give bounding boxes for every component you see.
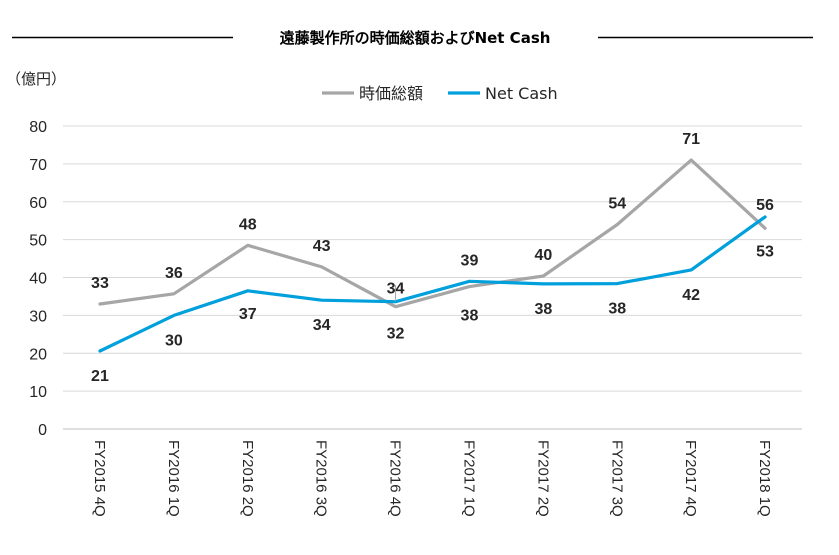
data-labels: 33 36 48 43 32 38 40 54 71 53 21 30 37 34 34 39 38 38 42 56 [91,131,774,385]
data-label: 34 [387,281,405,298]
x-tick-label: FY2017 1Q [460,440,477,517]
data-label: 42 [682,287,700,304]
chart-title-group: 遠藤製作所の時価総額およびNet Cash [12,29,813,47]
x-tick-label: FY2016 4Q [387,440,404,517]
data-label: 36 [165,265,183,282]
y-tick-label: 40 [29,271,47,288]
x-axis-ticks: FY2015 4Q FY2016 1Q FY2016 2Q FY2016 3Q FY20… [91,440,773,517]
data-label: 53 [756,243,774,260]
x-tick-label: FY2015 4Q [91,440,108,517]
y-tick-label: 20 [29,346,47,363]
data-label: 40 [534,247,552,264]
data-label: 39 [461,252,479,269]
data-label: 30 [165,332,183,349]
data-label: 34 [313,317,331,334]
y-tick-label: 60 [29,195,47,212]
legend-label: Net Cash [485,84,558,103]
data-label: 21 [91,368,109,385]
gridlines [63,125,802,430]
y-tick-label: 0 [38,422,47,439]
x-tick-label: FY2016 3Q [313,440,330,517]
y-tick-label: 70 [29,157,47,174]
x-tick-label: FY2017 2Q [534,440,551,517]
data-label: 43 [313,238,331,255]
chart-title: 遠藤製作所の時価総額およびNet Cash [280,29,551,47]
y-axis-ticks: 0 10 20 30 40 50 60 70 80 [29,119,47,439]
series-line [98,158,767,309]
legend-label: 時価総額 [359,84,423,103]
data-label: 32 [387,326,405,343]
data-label: 71 [682,131,700,148]
y-tick-label: 30 [29,308,47,325]
series-lines [98,158,767,353]
data-label: 48 [239,216,257,233]
y-tick-label: 10 [29,384,47,401]
series-line [98,215,767,353]
data-label: 38 [608,301,626,318]
data-label: 37 [239,306,257,323]
y-tick-label: 50 [29,233,47,250]
x-tick-label: FY2017 3Q [608,440,625,517]
y-tick-label: 80 [29,119,47,136]
data-label: 54 [608,195,626,212]
data-label: 33 [91,275,109,292]
y-unit-label: （億円） [6,70,66,88]
x-tick-label: FY2018 1Q [756,440,773,517]
data-label: 38 [461,308,479,325]
legend: 時価総額 Net Cash [322,84,558,103]
x-tick-label: FY2016 2Q [239,440,256,517]
x-tick-label: FY2017 4Q [682,440,699,517]
data-label: 56 [756,197,774,214]
data-label: 38 [534,301,552,318]
x-tick-label: FY2016 1Q [165,440,182,517]
